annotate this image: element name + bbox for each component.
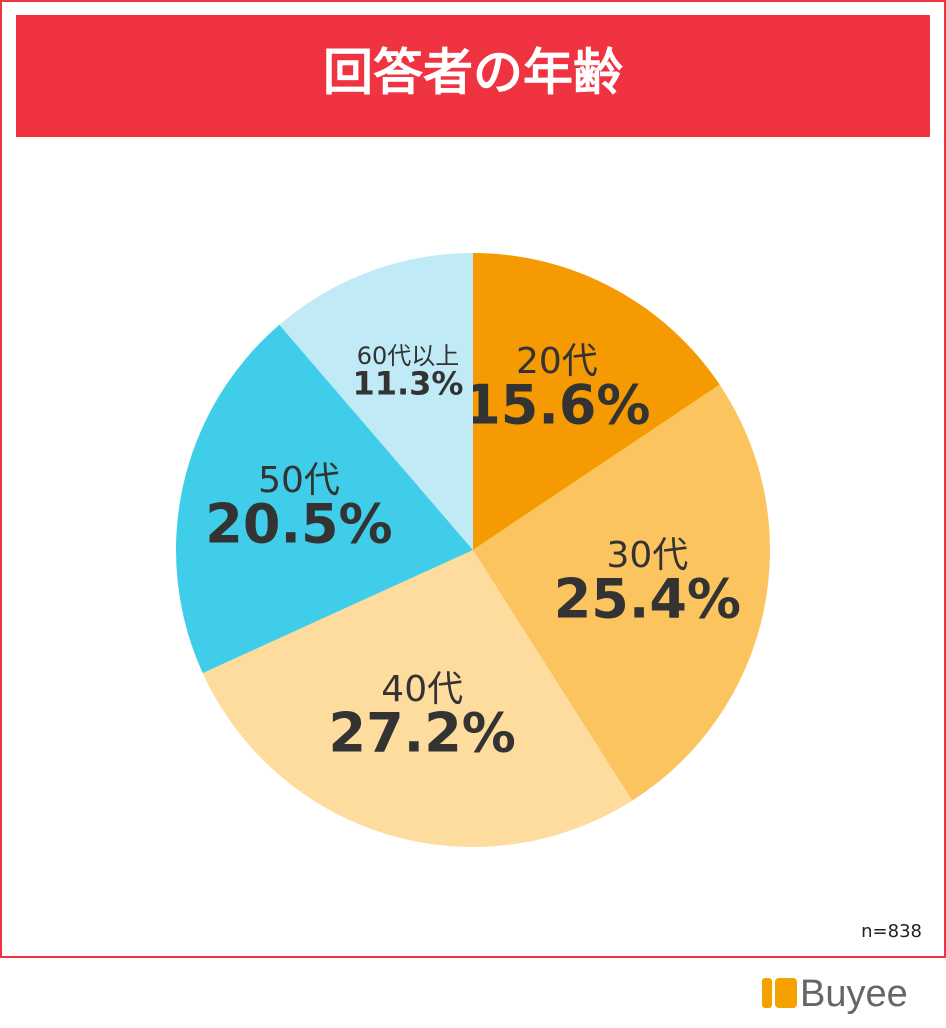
pie-slice <box>279 253 473 550</box>
note: n=838 <box>861 921 922 942</box>
category-label: 20代 <box>516 341 598 382</box>
logo-text: Buyee <box>800 973 908 1015</box>
category-label: 50代 <box>258 460 340 501</box>
logo: Buyee <box>762 973 908 1015</box>
value-label: 25.4% <box>554 568 741 631</box>
category-label: 40代 <box>381 669 463 710</box>
category-label: 60代以上 <box>357 342 460 370</box>
category-label: 30代 <box>606 535 688 576</box>
logo-icon <box>775 978 797 1008</box>
title-bar <box>16 15 930 137</box>
pie-slice <box>202 550 633 847</box>
value-label: 11.3% <box>352 364 463 402</box>
pie-slice <box>473 253 720 550</box>
logo-icon <box>762 978 772 1008</box>
value-label: 15.6% <box>463 374 650 437</box>
pie-slice <box>473 384 770 801</box>
chart-title: 回答者の年齢 <box>323 44 623 102</box>
value-label: 20.5% <box>205 493 392 556</box>
pie-slice <box>176 324 474 674</box>
value-label: 27.2% <box>329 702 516 765</box>
